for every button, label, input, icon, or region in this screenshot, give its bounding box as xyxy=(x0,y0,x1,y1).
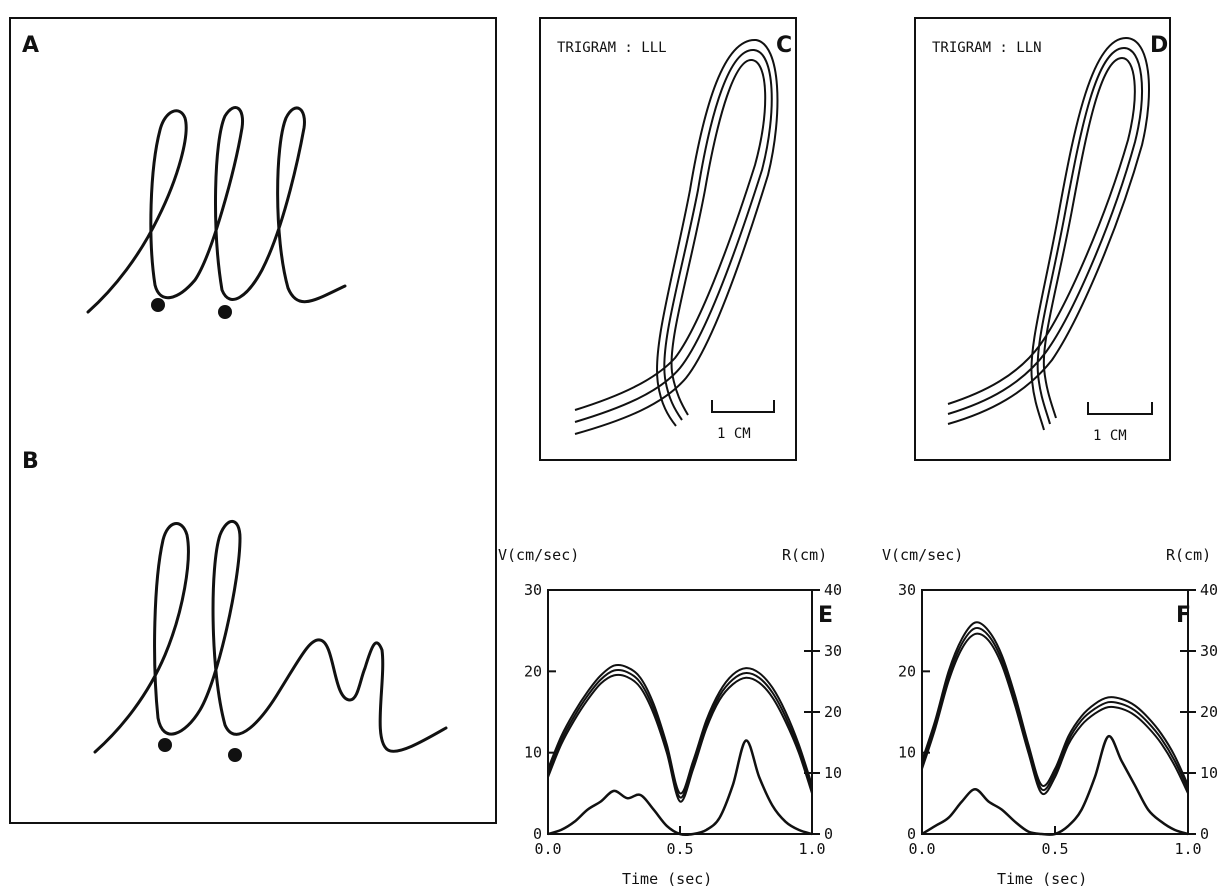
chart-e: V(cm/sec) R(cm) E 0 10 20 30 0 10 20 30 40 0.0 0.5… xyxy=(498,546,842,888)
chart-f-ytick-label-right-2: 20 xyxy=(1200,703,1218,721)
panel-d-frame xyxy=(914,17,1171,461)
loop-trace-d xyxy=(947,36,1150,431)
chart-e-ytick-label-right-1: 10 xyxy=(824,764,842,782)
chart-f-xlabel: Time (sec) xyxy=(997,870,1087,888)
chart-e-ytick-label-right-3: 30 xyxy=(824,642,842,660)
chart-e-ytick-label-right-4: 40 xyxy=(824,581,842,599)
chart-e-ytick-label-left-3: 30 xyxy=(524,581,542,599)
panel-d-title: TRIGRAM : LLN xyxy=(932,40,1042,56)
loop-trace-c xyxy=(574,38,779,435)
panel-d-letter: D xyxy=(1150,33,1168,58)
chart-f-plot-area xyxy=(921,589,1189,835)
scale-bar-d xyxy=(1087,402,1153,415)
scale-label-d: 1 CM xyxy=(1093,428,1127,444)
panel-c-letter: C xyxy=(776,33,792,58)
chart-f-ytick-label-right-0: 0 xyxy=(1200,825,1209,843)
pen-dot-a1 xyxy=(151,298,165,312)
panel-c-title: TRIGRAM : LLL xyxy=(557,40,667,56)
chart-e-ylabel-right: R(cm) xyxy=(782,546,827,564)
chart-e-ytick-label-left-1: 10 xyxy=(524,744,542,762)
handwriting-lln xyxy=(93,520,448,754)
chart-e-tick-labels: 0 10 20 30 0 10 20 30 40 0.0 0.5 1.0 xyxy=(524,581,842,858)
chart-f-ytick-label-right-4: 40 xyxy=(1200,581,1218,599)
chart-e-series-1 xyxy=(547,664,813,795)
panel-c-frame xyxy=(539,17,797,461)
chart-e-ytick-label-left-0: 0 xyxy=(533,825,542,843)
chart-f-xtick-label-0: 0.0 xyxy=(908,840,935,858)
chart-e-xtick-label-0: 0.0 xyxy=(534,840,561,858)
chart-f-xtick-label-1: 0.5 xyxy=(1041,840,1068,858)
chart-f-ytick-label-left-1: 10 xyxy=(898,744,916,762)
chart-f-series-3 xyxy=(921,632,1189,796)
pen-dot-b1 xyxy=(158,738,172,752)
chart-e-ylabel-left: V(cm/sec) xyxy=(498,546,579,564)
panel-ab-frame xyxy=(9,17,497,824)
panel-a-letter: A xyxy=(22,33,39,58)
chart-e-ytick-label-right-2: 20 xyxy=(824,703,842,721)
chart-f-ytick-label-left-2: 20 xyxy=(898,662,916,680)
chart-f-tick-labels: 0 10 20 30 0 10 20 30 40 0.0 0.5 1.0 xyxy=(898,581,1218,858)
chart-e-xtick-label-1: 0.5 xyxy=(666,840,693,858)
chart-e-xtick-label-2: 1.0 xyxy=(798,840,825,858)
chart-e-ytick-label-right-0: 0 xyxy=(824,825,833,843)
chart-e-series-2 xyxy=(547,668,813,799)
panel-b-letter: B xyxy=(22,449,39,474)
chart-e-xlabel: Time (sec) xyxy=(622,870,712,888)
chart-f-series-4 xyxy=(921,735,1189,836)
chart-f-ytick-label-right-3: 30 xyxy=(1200,642,1218,660)
chart-f-ytick-label-left-3: 30 xyxy=(898,581,916,599)
chart-f-series-2 xyxy=(921,626,1189,792)
chart-f-ylabel-right: R(cm) xyxy=(1166,546,1211,564)
chart-f-lines xyxy=(921,621,1189,836)
pen-dot-b2 xyxy=(228,748,242,762)
handwriting-lll xyxy=(86,106,347,314)
chart-f-ytick-label-right-1: 10 xyxy=(1200,764,1218,782)
chart-e-ticks xyxy=(547,589,820,835)
chart-f-series-1 xyxy=(921,621,1189,788)
chart-f-ytick-label-left-0: 0 xyxy=(907,825,916,843)
chart-e-series-3 xyxy=(547,673,813,803)
scale-bar-c xyxy=(711,400,775,413)
chart-f-ticks xyxy=(921,589,1196,835)
chart-e-letter: E xyxy=(818,603,833,628)
chart-e-ytick-label-left-2: 20 xyxy=(524,662,542,680)
chart-f-ylabel-left: V(cm/sec) xyxy=(882,546,963,564)
pen-dot-a2 xyxy=(218,305,232,319)
chart-e-series-4 xyxy=(547,739,813,837)
chart-f-xtick-label-2: 1.0 xyxy=(1174,840,1201,858)
chart-e-lines xyxy=(547,664,813,837)
scale-label-c: 1 CM xyxy=(717,426,751,442)
